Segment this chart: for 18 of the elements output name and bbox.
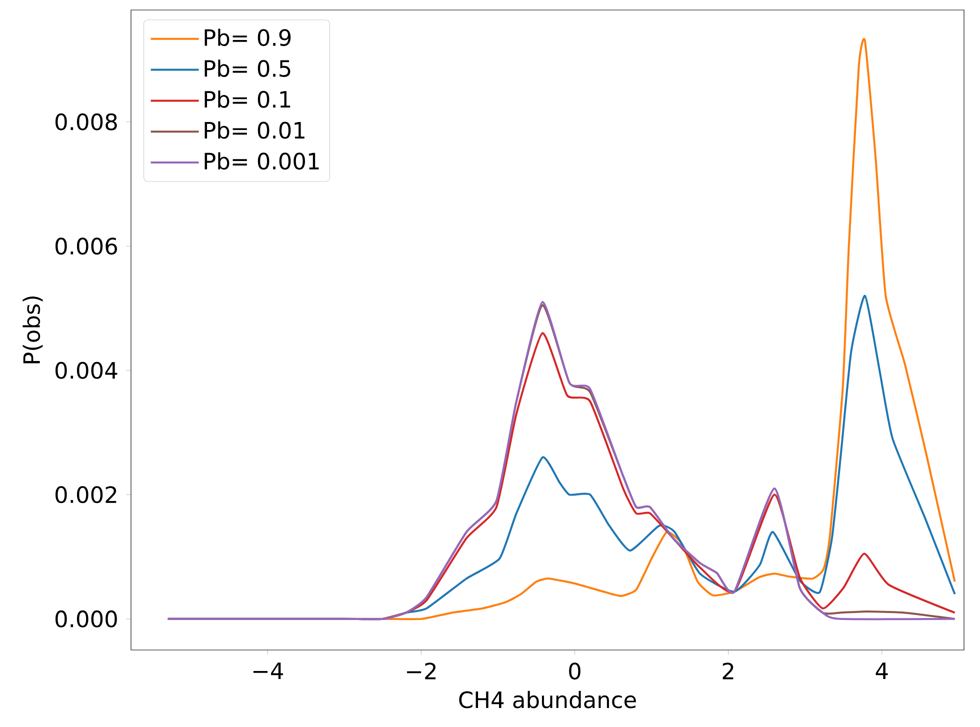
y-tick-label: 0.000 <box>56 610 117 628</box>
x-tick-label: 4 <box>876 662 888 679</box>
x-tick-label: −4 <box>253 662 283 679</box>
x-tick-label: 2 <box>722 662 734 680</box>
y-tick-label: 0.004 <box>56 362 118 379</box>
legend-label: Pb= 0.01 <box>204 121 304 139</box>
y-axis-title: P(obs) <box>22 296 43 364</box>
legend-label: Pb= 0.001 <box>204 152 319 170</box>
x-tick-label: 0 <box>569 662 580 680</box>
legend-label: Pb= 0.9 <box>204 28 291 46</box>
x-tick-label: −2 <box>407 662 436 680</box>
y-tick-label: 0.008 <box>56 113 117 130</box>
y-tick-label: 0.006 <box>56 238 117 255</box>
line-series <box>382 332 956 620</box>
legend-label: Pb= 0.5 <box>204 60 290 77</box>
legend-label: Pb= 0.1 <box>204 90 290 108</box>
y-tick-label: 0.002 <box>56 486 116 504</box>
x-axis-title: CH4 abundance <box>459 690 636 708</box>
